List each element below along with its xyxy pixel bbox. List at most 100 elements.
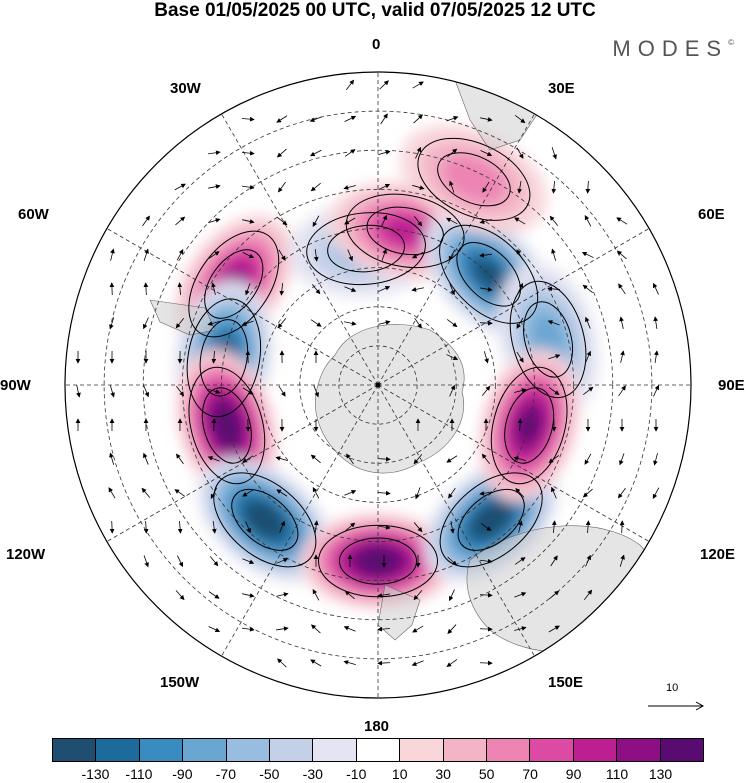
wind-arrow xyxy=(176,453,184,465)
wind-arrow xyxy=(207,320,220,326)
streamline xyxy=(188,230,280,338)
wind-arrow xyxy=(344,149,356,157)
wind-arrow xyxy=(618,385,626,397)
wind-arrow xyxy=(583,386,594,395)
meridian-line xyxy=(377,384,535,657)
wind-arrow xyxy=(449,283,455,296)
wind-arrow xyxy=(344,590,355,600)
wind-arrow xyxy=(344,321,357,326)
colorbar-tick-label: -10 xyxy=(346,766,367,782)
wind-arrow xyxy=(551,147,557,160)
wind-arrow xyxy=(518,520,523,533)
wind-arrow xyxy=(276,626,289,632)
wind-arrow xyxy=(551,486,557,499)
wind-arrow xyxy=(479,252,492,258)
wind-arrow xyxy=(620,350,625,363)
wind-arrow xyxy=(241,150,255,156)
colorbar xyxy=(52,738,705,762)
wind-arrow xyxy=(549,215,559,226)
lon-label-0: 0 xyxy=(372,36,381,53)
wind-arrow xyxy=(585,350,592,363)
anomaly-contour xyxy=(518,409,540,442)
streamlines xyxy=(186,137,587,598)
wind-arrow xyxy=(344,490,357,496)
wind-arrow xyxy=(276,217,288,226)
wind-arrow xyxy=(310,454,321,464)
wind-arrow xyxy=(275,456,288,462)
wind-arrow xyxy=(413,114,423,124)
wind-arrow xyxy=(411,251,424,259)
wind-arrow xyxy=(411,660,424,666)
wind-arrow xyxy=(208,150,221,156)
wind-arrow xyxy=(109,520,115,534)
lon-label-120e: 120E xyxy=(700,546,736,563)
wind-arrow xyxy=(377,660,391,666)
wind-arrow xyxy=(480,286,493,292)
wind-arrow xyxy=(619,316,624,329)
wind-arrow xyxy=(381,248,387,261)
wind-arrow xyxy=(346,79,355,91)
colorbar-swatch xyxy=(96,738,140,762)
wind-arrow xyxy=(411,287,424,292)
wind-arrow xyxy=(446,659,458,667)
meridian-line xyxy=(221,384,379,657)
wind-arrow xyxy=(141,487,151,498)
wind-arrow xyxy=(381,214,388,227)
streamline xyxy=(437,152,511,207)
streamline xyxy=(456,242,521,307)
wind-arrow xyxy=(584,589,593,600)
streamline xyxy=(231,488,299,551)
colorbar-swatch xyxy=(183,738,227,762)
wind-arrow xyxy=(242,489,254,497)
colorbar-tick-label: -70 xyxy=(215,766,236,782)
wind-arrow xyxy=(312,589,320,601)
wind-arrow xyxy=(480,150,493,157)
wind-arrow xyxy=(380,113,388,125)
wind-arrow xyxy=(310,319,322,327)
wind-arrow xyxy=(344,286,357,292)
wind-arrow xyxy=(377,626,391,632)
latitude-circle xyxy=(260,267,496,503)
lon-label-180: 180 xyxy=(364,718,390,735)
wind-arrow xyxy=(479,491,492,496)
wind-arrow xyxy=(551,520,557,534)
wind-arrow xyxy=(309,149,322,157)
wind-arrow xyxy=(514,217,526,225)
colorbar-swatch xyxy=(660,738,705,762)
wind-arrow xyxy=(209,556,219,567)
streamline xyxy=(345,193,465,269)
south-pole-marker xyxy=(375,382,381,388)
wind-arrow xyxy=(211,282,216,295)
wind-arrow xyxy=(448,249,456,262)
wind-arrow xyxy=(412,625,424,633)
colorbar-swatch xyxy=(52,738,97,762)
wind-arrow xyxy=(585,316,591,329)
wind-arrow xyxy=(142,215,150,227)
streamline xyxy=(327,224,405,273)
wind-arrow xyxy=(276,148,287,158)
streamline xyxy=(417,137,531,221)
wind-arrow xyxy=(242,558,255,564)
wind-arrow xyxy=(343,626,356,632)
wind-arrow xyxy=(177,555,184,568)
modes-logo: MODES© xyxy=(612,36,734,62)
map-title: Base 01/05/2025 00 UTC, valid 07/05/2025… xyxy=(154,0,596,21)
wind-arrow xyxy=(344,115,357,123)
wind-arrow xyxy=(448,487,456,499)
wind-arrow xyxy=(378,524,391,530)
streamline xyxy=(199,319,249,397)
wind-arrow xyxy=(143,520,149,534)
wind-arrow xyxy=(208,626,221,633)
wind-arrow xyxy=(548,625,560,633)
streamline xyxy=(188,366,266,485)
lon-label-90w: 90W xyxy=(0,377,31,394)
wind-vectors xyxy=(75,79,660,668)
streamline xyxy=(339,537,417,585)
wind-arrow xyxy=(446,319,458,328)
wind-arrow xyxy=(584,453,592,465)
colorbar-tick-label: 110 xyxy=(605,766,629,782)
colorbar-tick-label: 50 xyxy=(478,766,495,782)
brand-mark: © xyxy=(728,38,734,47)
wind-arrow xyxy=(517,181,523,194)
wind-arrow xyxy=(241,116,255,122)
